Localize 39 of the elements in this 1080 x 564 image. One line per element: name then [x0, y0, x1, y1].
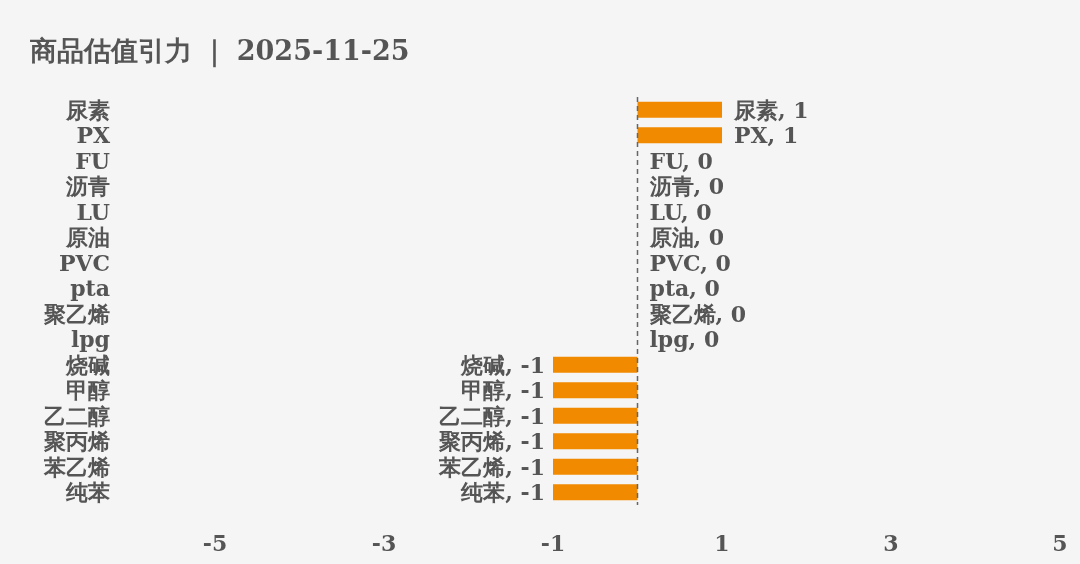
data-label: 甲醇, -1 — [461, 377, 545, 404]
y-tick-label: 尿素 — [65, 96, 110, 123]
y-tick-label: 聚丙烯 — [43, 428, 110, 455]
data-label: 原油, 0 — [648, 224, 725, 251]
data-label: PVC, 0 — [649, 249, 731, 276]
x-tick-label: -3 — [371, 530, 397, 556]
data-label: 烧碱, -1 — [460, 351, 545, 378]
data-label: 乙二醇, -1 — [439, 402, 545, 429]
y-tick-label: 烧碱 — [65, 351, 110, 378]
data-label: 聚乙烯, 0 — [648, 300, 747, 327]
y-tick-label: 沥青 — [65, 173, 110, 200]
chart-title: 商品估值引力 ｜ 2025-11-25 — [29, 35, 410, 68]
y-tick-label: 聚乙烯 — [43, 300, 110, 327]
y-tick-label: PVC — [58, 249, 110, 276]
data-label: lpg, 0 — [649, 326, 720, 353]
data-label: 尿素, 1 — [733, 96, 809, 123]
data-label: 纯苯, -1 — [460, 479, 545, 506]
y-tick-label: FU — [75, 147, 110, 174]
x-tick-label: -5 — [202, 530, 228, 556]
data-label: PX, 1 — [734, 122, 799, 149]
y-tick-label: 原油 — [65, 224, 110, 251]
x-tick-label: 3 — [883, 530, 899, 556]
y-tick-label: pta — [70, 275, 110, 302]
data-label: 苯乙烯, -1 — [438, 453, 545, 480]
data-label: pta, 0 — [649, 275, 720, 302]
y-tick-label: lpg — [70, 326, 110, 353]
y-tick-label: PX — [76, 122, 111, 149]
x-tick-label: 1 — [714, 530, 730, 556]
x-tick-label: 5 — [1052, 530, 1068, 556]
y-tick-label: LU — [76, 198, 110, 225]
data-label: LU, 0 — [649, 198, 712, 225]
data-label: 聚丙烯, -1 — [438, 428, 545, 455]
y-tick-label: 甲醇 — [66, 377, 110, 404]
y-tick-label: 苯乙烯 — [43, 453, 110, 480]
y-tick-label: 乙二醇 — [44, 402, 110, 429]
x-tick-label: -1 — [540, 530, 566, 556]
y-tick-label: 纯苯 — [65, 479, 110, 506]
data-label: FU, 0 — [649, 147, 713, 174]
data-label: 沥青, 0 — [648, 173, 725, 200]
